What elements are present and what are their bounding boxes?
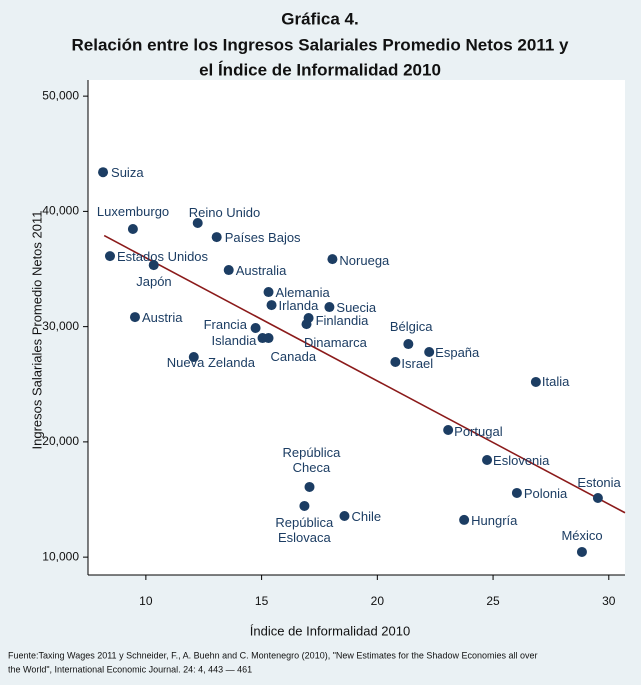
point-label: República Checa (282, 444, 341, 475)
point-label: Países Bajos (224, 229, 301, 245)
point-label: Irlanda (278, 297, 319, 313)
point (339, 510, 350, 521)
chart-title: Gráfica 4. (281, 9, 359, 28)
source-note: Fuente:Taxing Wages 2011 y Schneider, F.… (8, 650, 537, 660)
point (250, 323, 261, 334)
point (511, 487, 522, 498)
point-label: Estados Unidos (116, 248, 209, 264)
source-note: the World", International Economic Journ… (8, 664, 252, 674)
point-label: Italia (541, 374, 570, 390)
point (424, 346, 435, 357)
point (327, 254, 338, 265)
y-tick-label: 30,000 (42, 319, 79, 333)
point-label: Canada (270, 348, 317, 364)
trend-line (103, 234, 626, 514)
x-tick-label: 15 (255, 594, 269, 608)
point-label: Hungría (471, 513, 518, 529)
point-label: Israel (401, 355, 434, 371)
point-label: Japón (136, 273, 172, 289)
y-tick-label: 40,000 (42, 204, 79, 218)
point (127, 224, 138, 235)
point (301, 319, 312, 330)
point (390, 357, 401, 368)
point (403, 339, 414, 350)
point-label: Australia (235, 262, 287, 278)
point-label: España (435, 345, 480, 361)
point (530, 376, 541, 387)
point-label: Bélgica (389, 318, 433, 334)
plot-area (88, 80, 625, 575)
chart-title: el Índice de Informalidad 2010 (199, 60, 441, 79)
point (482, 454, 493, 465)
point-label: Nueva Zelanda (166, 354, 255, 370)
point-label: Estonia (577, 474, 621, 490)
point-label: Suiza (111, 164, 144, 180)
point (211, 232, 222, 243)
point (299, 500, 310, 511)
point (443, 425, 454, 436)
point-label: Finlandia (315, 313, 369, 329)
y-tick-label: 10,000 (42, 549, 79, 563)
point-label: Portugal (454, 423, 503, 439)
point (592, 493, 603, 504)
point (263, 333, 274, 344)
point-label: Austria (141, 309, 183, 325)
point-label: Suecia (336, 299, 377, 315)
point (266, 300, 277, 311)
point (324, 302, 335, 313)
x-tick-label: 20 (371, 594, 385, 608)
x-tick-label: 25 (486, 594, 500, 608)
point-label: Reino Unido (188, 204, 261, 220)
y-axis-title: Ingresos Salariales Promedio Netos 2011 (29, 211, 44, 450)
point-label: Eslovenia (493, 453, 550, 469)
point (263, 287, 274, 298)
point (148, 260, 159, 271)
point-label: Polonia (523, 486, 568, 502)
point-label: República Eslovaca (275, 514, 334, 545)
x-axis-title: Índice de Informalidad 2010 (250, 623, 410, 638)
point (576, 546, 587, 557)
point (104, 251, 115, 262)
x-tick-label: 30 (602, 594, 616, 608)
y-tick-label: 50,000 (42, 88, 79, 102)
y-tick-label: 20,000 (42, 434, 79, 448)
point-label: Luxemburgo (96, 203, 170, 219)
chart-title: Relación entre los Ingresos Salariales P… (72, 35, 570, 54)
point (98, 167, 109, 178)
point (188, 352, 199, 363)
point-label: Dinamarca (304, 334, 367, 350)
point (459, 514, 470, 525)
x-tick-label: 10 (139, 594, 153, 608)
point (129, 312, 140, 323)
point-label: Islandia (211, 332, 257, 348)
point (304, 481, 315, 492)
point-label: Francia (203, 316, 247, 332)
point (223, 265, 234, 276)
point-label: Alemania (275, 284, 330, 300)
point-label: Chile (351, 509, 382, 525)
point-label: Noruega (339, 252, 390, 268)
point (192, 218, 203, 229)
point-label: México (561, 528, 603, 544)
